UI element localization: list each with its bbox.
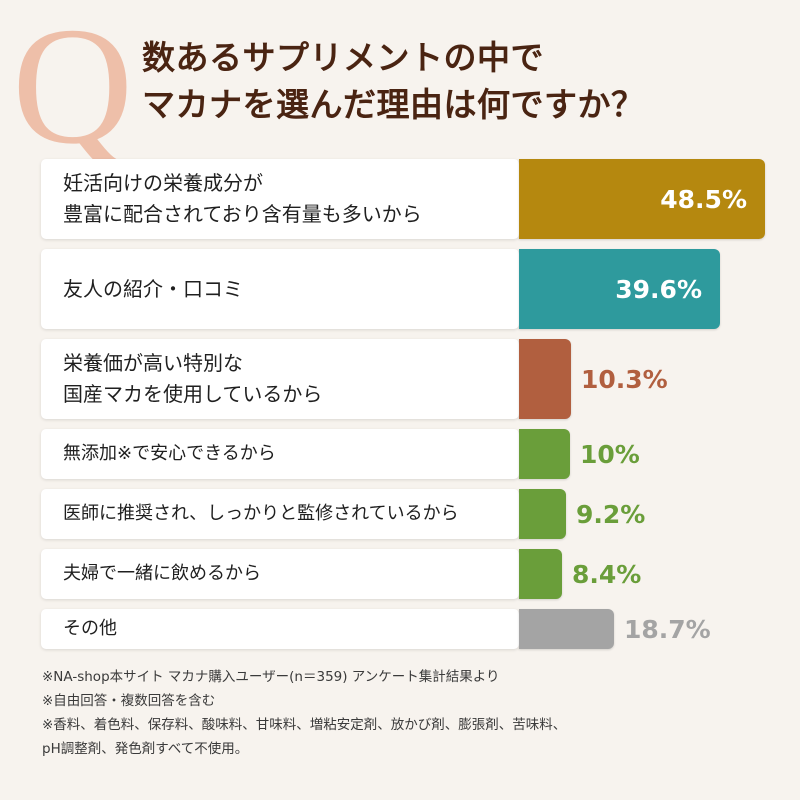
footnotes: ※NA-shop本サイト マカナ購入ユーザー(n＝359) アンケート集計結果よ… (42, 665, 782, 761)
bar-category-row: 栄養価が高い特別な 国産マカを使用しているから (41, 339, 519, 419)
bar-category-row: 医師に推奨され、しっかりと監修されているから (41, 489, 519, 539)
footnote-2: ※自由回答・複数回答を含む (42, 693, 216, 709)
bar-value-label: 18.7% (624, 614, 711, 644)
bar-category-row: 妊活向けの栄養成分が 豊富に配合されており含有量も多いから (41, 159, 519, 239)
bar-category-row: 無添加※で安心できるから (41, 429, 519, 479)
bar-value-label: 8.4% (572, 559, 642, 589)
question-title-line-1: 数あるサプリメントの中で (142, 38, 544, 77)
bar (519, 549, 562, 599)
bar (519, 609, 614, 649)
bar-category-row: 友人の紹介・口コミ (41, 249, 519, 329)
bar-category-label: 医師に推奨され、しっかりと監修されているから (63, 503, 459, 524)
bar (519, 249, 720, 329)
bar-category-label: 夫婦で一緒に飲めるから (63, 563, 261, 584)
footnote-3: ※香料、着色料、保存料、酸味料、甘味料、増粘安定剤、放かび剤、膨張剤、苦味料、 (42, 717, 567, 733)
bar-value-label: 10.3% (581, 364, 668, 394)
bar-value-label: 10% (580, 439, 640, 469)
bar-category-label: 妊活向けの栄養成分が 豊富に配合されており含有量も多いから (63, 171, 422, 226)
bar-value-label: 48.5% (660, 184, 747, 214)
footnote-1: ※NA-shop本サイト マカナ購入ユーザー(n＝359) アンケート集計結果よ… (42, 669, 500, 685)
bar-value-label: 39.6% (615, 274, 702, 304)
bar (519, 489, 566, 539)
bar-category-label: 栄養価が高い特別な 国産マカを使用しているから (63, 351, 323, 406)
question-title: 数あるサプリメントの中で マカナを選んだ理由は何ですか？ (142, 34, 645, 128)
footnote-4: pH調整剤、発色剤すべて不使用。 (42, 741, 249, 757)
bar-category-label: 友人の紹介・口コミ (63, 276, 243, 301)
bar-category-label: 無添加※で安心できるから (63, 443, 276, 464)
bar-category-label: その他 (63, 618, 117, 639)
bar (519, 159, 765, 239)
bar (519, 429, 570, 479)
bar (519, 339, 571, 419)
question-title-line-2: マカナを選んだ理由は何ですか？ (142, 85, 645, 124)
bar-value-label: 9.2% (576, 499, 646, 529)
bar-category-row: 夫婦で一緒に飲めるから (41, 549, 519, 599)
question-mark-q: Q (12, 0, 134, 179)
bar-category-row: その他 (41, 609, 519, 649)
